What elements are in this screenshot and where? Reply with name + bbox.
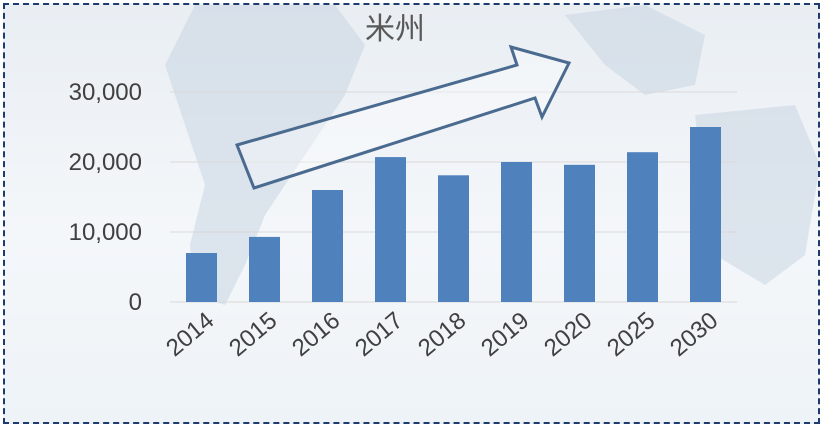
chart-frame: 米州 0 10,000 20,000 30,000 2014 2015 2016 2017 2… — [3, 3, 820, 424]
bar-2015 — [249, 236, 280, 302]
chart-title: 米州 — [365, 12, 425, 47]
y-tick-label: 20,000 — [69, 149, 142, 176]
bar-2014 — [186, 253, 217, 302]
y-tick-label: 30,000 — [69, 79, 142, 106]
x-tick-label: 2014 — [161, 307, 219, 362]
x-tick-label: 2030 — [665, 307, 723, 362]
x-tick-label: 2025 — [602, 307, 660, 362]
x-tick-label: 2015 — [224, 307, 282, 362]
y-axis: 0 10,000 20,000 30,000 — [69, 79, 142, 316]
x-tick-label: 2017 — [350, 307, 408, 362]
bar-2017 — [375, 157, 406, 302]
bars — [186, 127, 721, 302]
x-tick-label: 2019 — [476, 307, 534, 362]
bar-2025 — [627, 152, 658, 302]
bar-2030 — [690, 127, 721, 302]
x-tick-label: 2018 — [413, 307, 471, 362]
x-tick-label: 2016 — [287, 307, 345, 362]
bar-2016 — [312, 190, 343, 302]
background-map — [165, 5, 818, 305]
trend-arrow — [234, 44, 572, 190]
y-tick-label: 10,000 — [69, 219, 142, 246]
bar-2019 — [501, 162, 532, 302]
bar-2018 — [438, 175, 469, 302]
y-tick-label: 0 — [129, 289, 142, 316]
bar-2020 — [564, 164, 595, 302]
x-tick-label: 2020 — [539, 307, 597, 362]
x-axis: 2014 2015 2016 2017 2018 2019 2020 2025 2030 — [161, 307, 723, 362]
